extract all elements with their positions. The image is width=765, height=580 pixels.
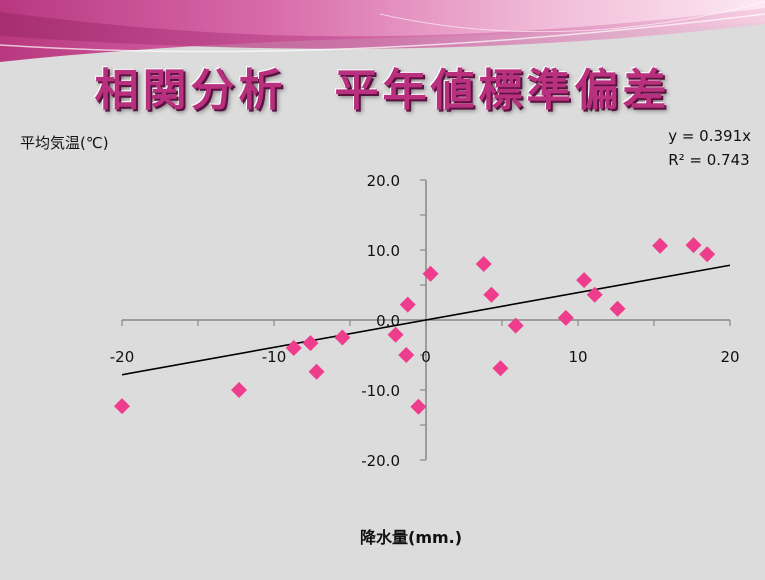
data-point [114,398,130,415]
x-tick-label: -20 [110,348,135,366]
data-point [398,347,415,363]
data-point [576,272,593,289]
points-group [114,237,716,415]
y-tick-label: -20.0 [361,452,400,470]
data-point [483,286,500,303]
data-point [699,246,716,263]
y-tick-label: 10.0 [367,242,400,260]
header-swoosh-2 [379,1,765,33]
data-point [609,300,626,317]
data-point [387,326,404,343]
y-tick-label: 20.0 [367,172,400,190]
data-point [231,382,248,398]
slide-title: 相関分析 平年値標準偏差 [94,65,671,116]
x-tick-label: 10 [568,348,587,366]
data-point [586,286,603,303]
data-point [410,398,427,415]
y-tick-label: -10.0 [361,382,400,400]
trendline-group [121,264,731,376]
x-axis-label: 降水量(mm.) [360,528,463,547]
trendline [121,264,731,376]
y-axis-label: 平均気温(℃) [20,134,109,152]
data-point [492,360,509,377]
data-point [652,237,669,254]
axes: -20 -10 0 10 20-20.0-10.00.010.020.0 [110,172,740,470]
trendline-equation: y = 0.391x [668,127,751,145]
trendline-equation-box: y = 0.391x R² = 0.743 [668,124,751,172]
data-point [308,363,325,380]
data-point [285,340,302,356]
data-point [399,296,416,313]
x-tick-label: -10 [262,348,287,366]
header-band [0,0,765,62]
x-tick-label: 0 [421,348,431,366]
x-tick-label: 20 [720,348,739,366]
data-point [475,256,492,272]
data-point [557,309,574,326]
header-wave [0,8,765,49]
data-point [422,265,439,282]
data-point [302,335,319,352]
data-point [685,237,702,254]
header-swoosh [0,13,765,53]
r-squared: R² = 0.743 [668,151,750,169]
data-point [507,317,524,334]
data-point [334,329,351,346]
